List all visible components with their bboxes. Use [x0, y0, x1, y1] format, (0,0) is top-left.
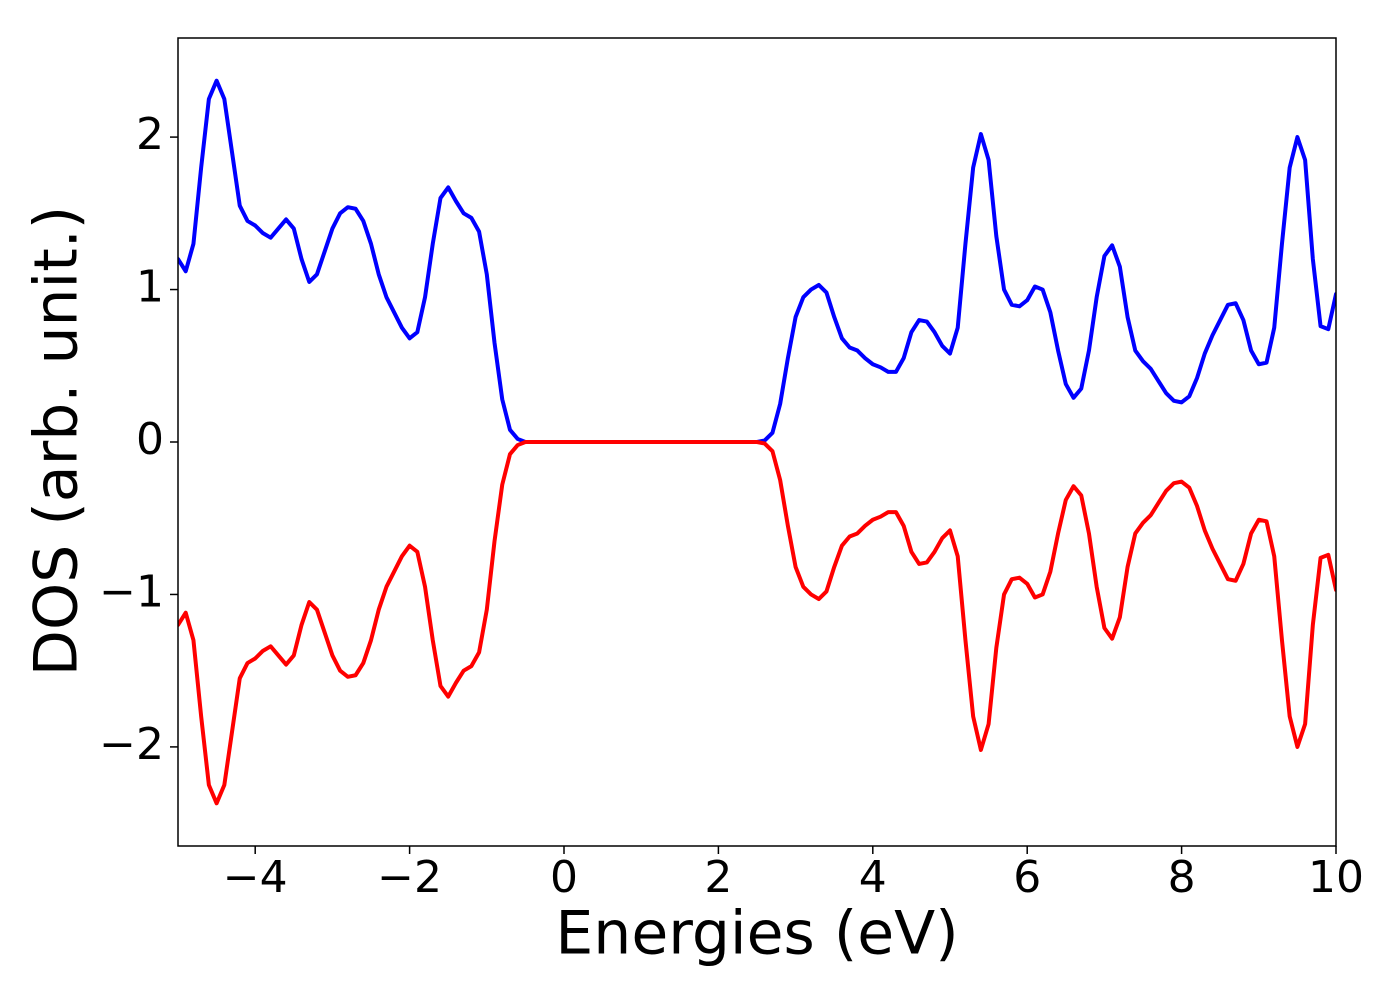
x-tick-label: 6 [1013, 852, 1041, 903]
line-series [178, 440, 1336, 806]
y-tick-label: −1 [99, 566, 164, 617]
line-series [178, 78, 1336, 444]
y-tick-label: 1 [136, 262, 164, 313]
x-tick-label: 2 [704, 852, 732, 903]
x-tick-label: −4 [223, 852, 288, 903]
y-tick-label: 2 [136, 109, 164, 160]
x-axis-label: Energies (eV) [555, 899, 958, 969]
x-tick-label: 8 [1168, 852, 1196, 903]
y-axis-label: DOS (arb. unit.) [22, 206, 92, 676]
x-tick-label: 0 [550, 852, 578, 903]
y-tick-label: −2 [99, 719, 164, 770]
x-tick-label: −2 [377, 852, 442, 903]
y-tick-label: 0 [136, 414, 164, 465]
x-tick-label: 4 [859, 852, 887, 903]
x-tick-label: 10 [1308, 852, 1364, 903]
plot-frame [177, 37, 1337, 847]
